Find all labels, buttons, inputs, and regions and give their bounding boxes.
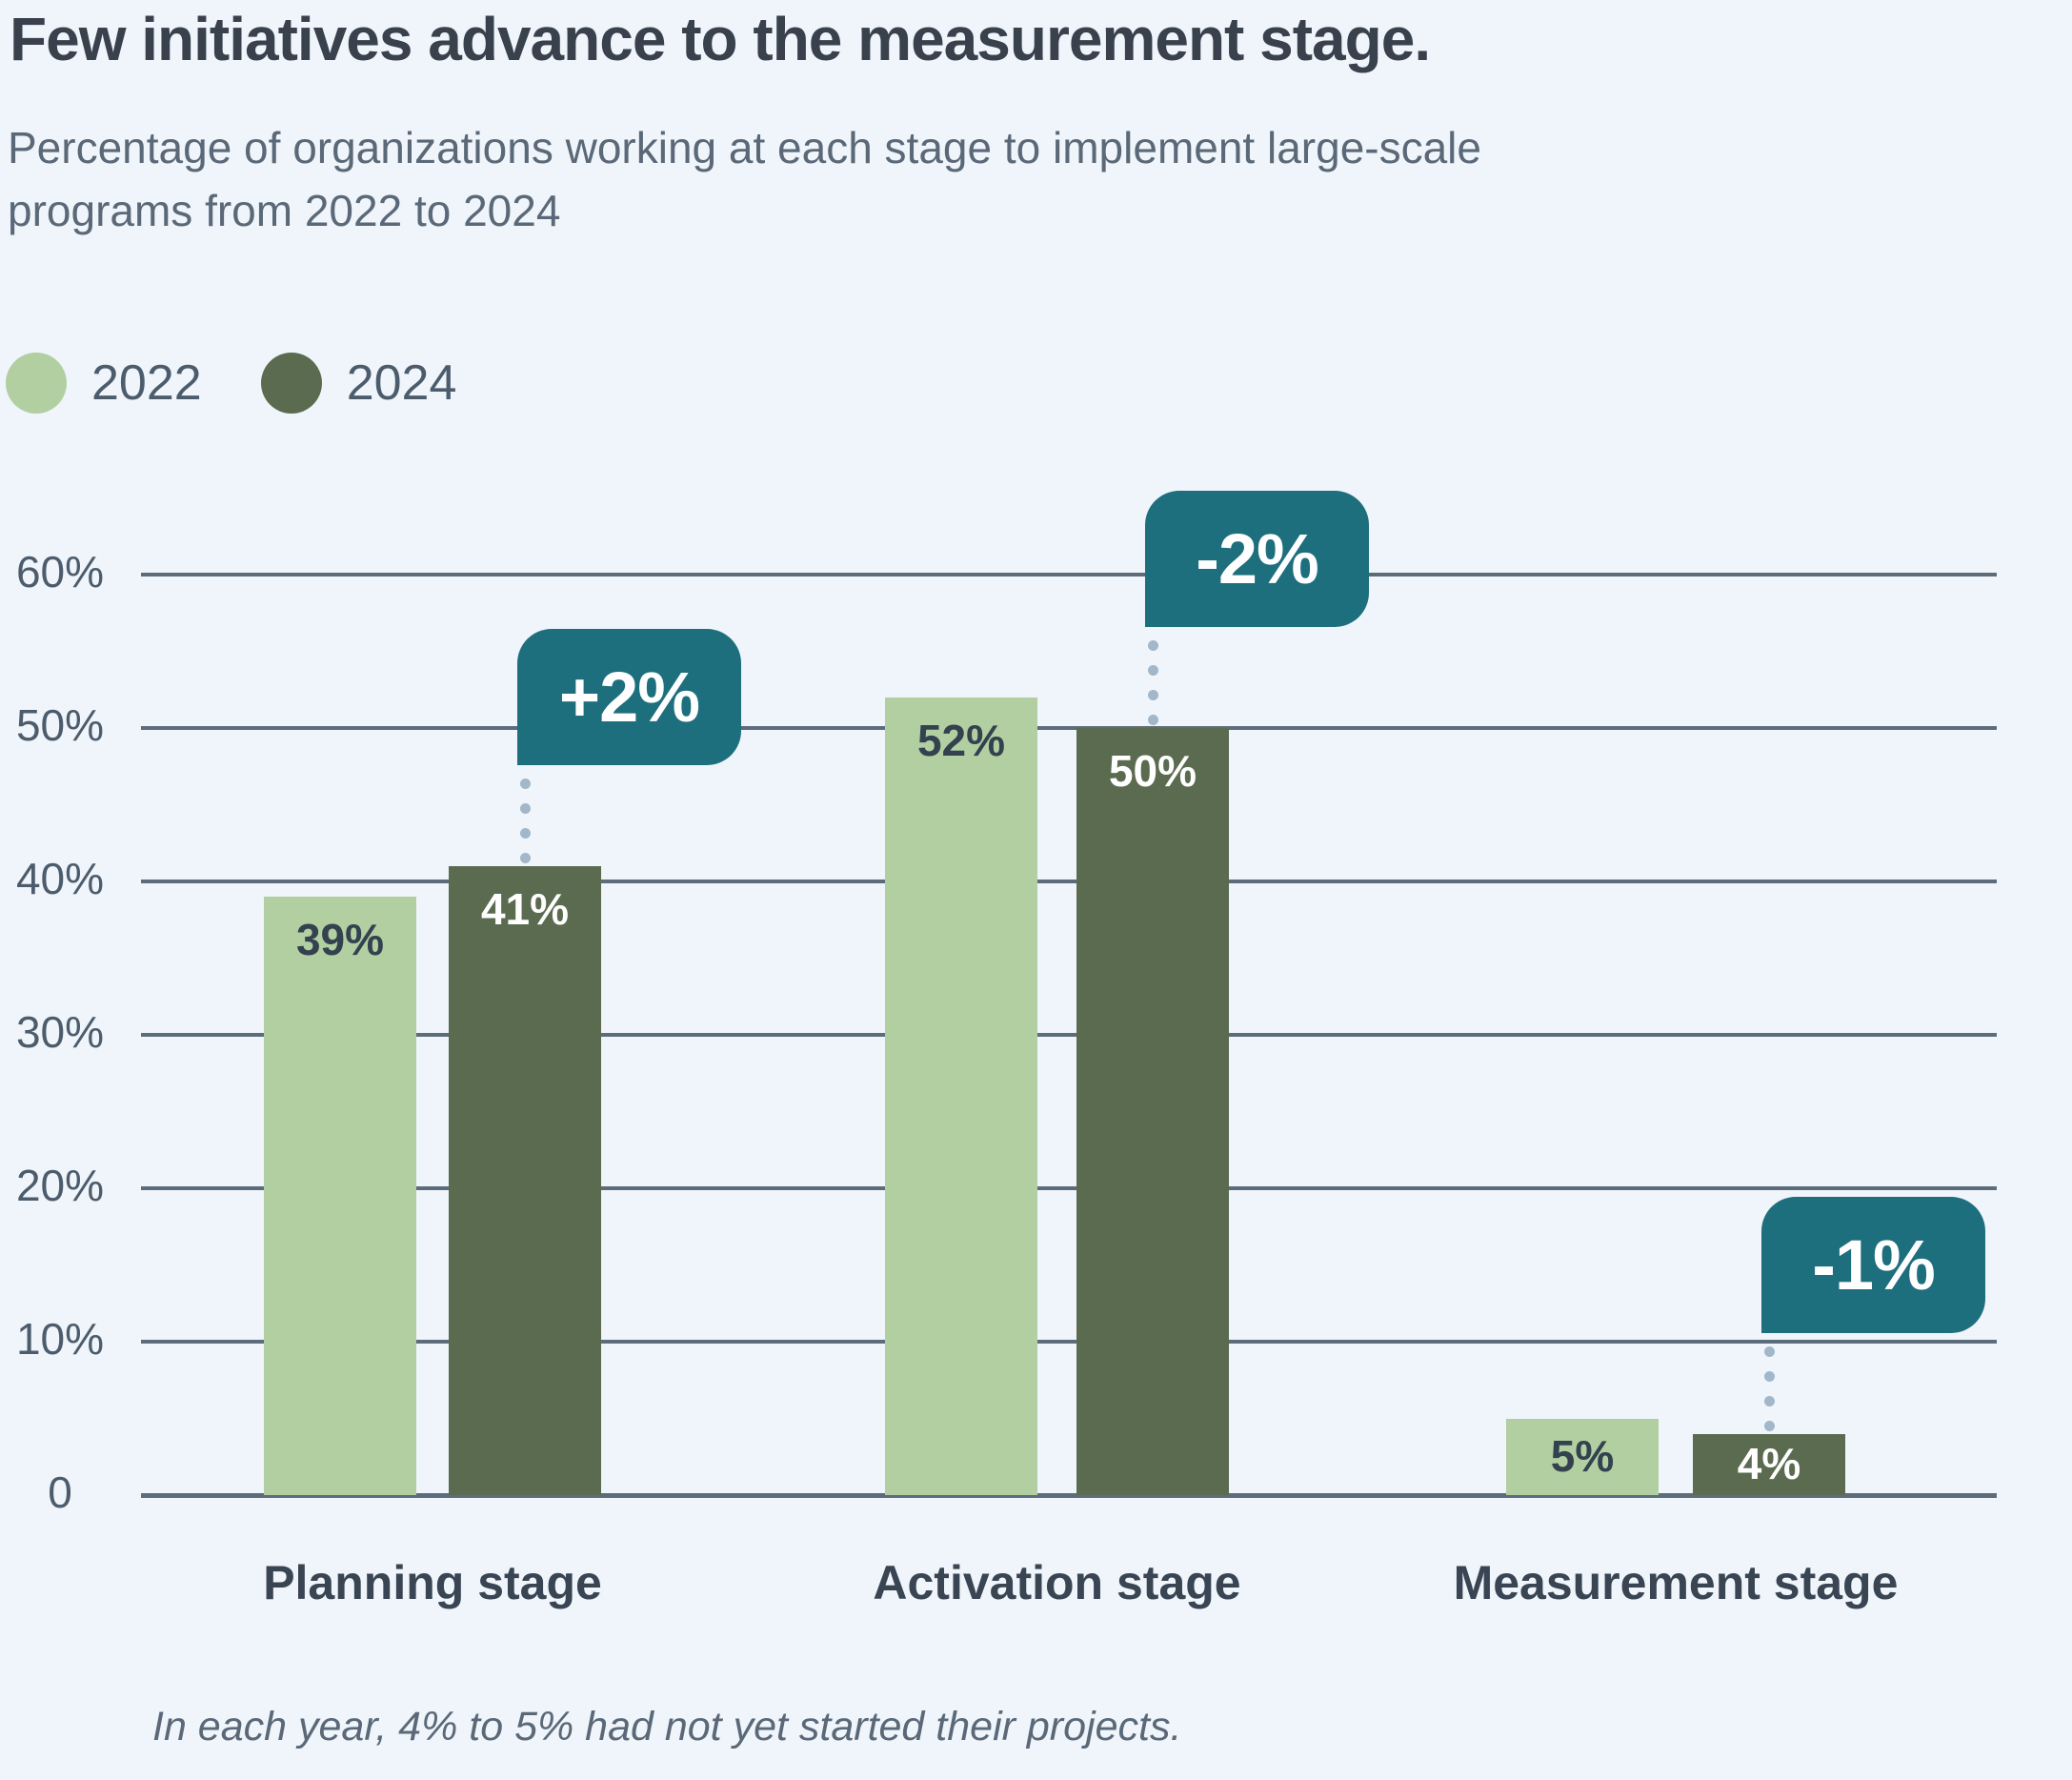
y-axis-label-40: 40% — [15, 854, 105, 903]
change-callout-label: +2% — [558, 657, 700, 737]
dotted-connector-dot — [1763, 1345, 1775, 1357]
change-callout-planning: +2% — [517, 628, 741, 765]
legend-label-2024: 2024 — [346, 355, 457, 411]
bar-value-label-2022-measurement: 5% — [1550, 1430, 1615, 1481]
dotted-connector-dot — [519, 802, 531, 814]
y-axis-label-10: 10% — [15, 1314, 105, 1364]
dotted-connector-dot — [1147, 690, 1158, 700]
dotted-connector-dot — [1763, 1395, 1775, 1406]
bar-2024-activation — [1076, 728, 1229, 1495]
legend-swatch-2024-icon — [260, 353, 322, 414]
y-axis-label-50: 50% — [15, 700, 105, 750]
gridline-0 — [141, 1493, 1997, 1498]
dotted-connector-dot — [519, 778, 531, 789]
dotted-connector-dot — [1763, 1420, 1775, 1431]
gridline-20 — [141, 1186, 1997, 1190]
legend-item-2024: 2024 — [260, 353, 457, 414]
dotted-connector-dot — [1763, 1370, 1775, 1382]
change-callout-activation: -2% — [1145, 491, 1369, 627]
legend-swatch-2022-icon — [6, 353, 67, 414]
bar-value-label-2024-measurement: 4% — [1737, 1438, 1801, 1488]
gridline-10 — [141, 1340, 1997, 1344]
dotted-connector-dot — [1147, 665, 1158, 676]
dotted-connector-dot — [519, 852, 531, 863]
gridline-60 — [141, 573, 1997, 576]
bar-2022-activation — [885, 697, 1037, 1495]
chart-subtitle-line-1: Percentage of organizations working at e… — [8, 123, 1481, 172]
legend: 2022 2024 — [6, 353, 456, 414]
y-axis-label-20: 20% — [15, 1161, 105, 1210]
y-axis-label-0: 0 — [48, 1467, 72, 1517]
chart-subtitle: Percentage of organizations working at e… — [8, 116, 1481, 242]
bar-value-label-2024-activation: 50% — [1108, 746, 1197, 796]
x-axis-label-activation: Activation stage — [873, 1556, 1241, 1609]
gridline-50 — [141, 726, 1997, 730]
bar-2022-planning — [264, 897, 416, 1495]
bar-value-label-2022-activation: 52% — [916, 715, 1006, 765]
chart-subtitle-line-2: programs from 2022 to 2024 — [8, 186, 561, 235]
change-callout-label: -1% — [1812, 1224, 1936, 1305]
dotted-connector-dot — [1147, 715, 1158, 725]
gridline-40 — [141, 880, 1997, 883]
legend-label-2022: 2022 — [91, 355, 202, 411]
y-axis-label-30: 30% — [15, 1007, 105, 1057]
bar-2022-measurement — [1506, 1418, 1659, 1495]
bar-2024-measurement — [1693, 1433, 1845, 1495]
chart-title: Few initiatives advance to the measureme… — [10, 5, 1431, 73]
footnote: In each year, 4% to 5% had not yet start… — [152, 1704, 1182, 1750]
x-axis-label-measurement: Measurement stage — [1453, 1556, 1899, 1609]
dotted-connector-dot — [519, 827, 531, 839]
change-callout-label: -2% — [1196, 519, 1319, 598]
legend-item-2022: 2022 — [6, 353, 202, 414]
x-axis-label-planning: Planning stage — [263, 1556, 602, 1609]
change-callout-measurement: -1% — [1761, 1196, 1985, 1333]
y-axis-label-60: 60% — [15, 547, 105, 597]
bar-value-label-2022-planning: 39% — [295, 915, 385, 965]
bar-2024-planning — [449, 865, 601, 1495]
bar-value-label-2024-planning: 41% — [480, 883, 570, 934]
dotted-connector-dot — [1147, 640, 1158, 651]
gridline-30 — [141, 1033, 1997, 1037]
